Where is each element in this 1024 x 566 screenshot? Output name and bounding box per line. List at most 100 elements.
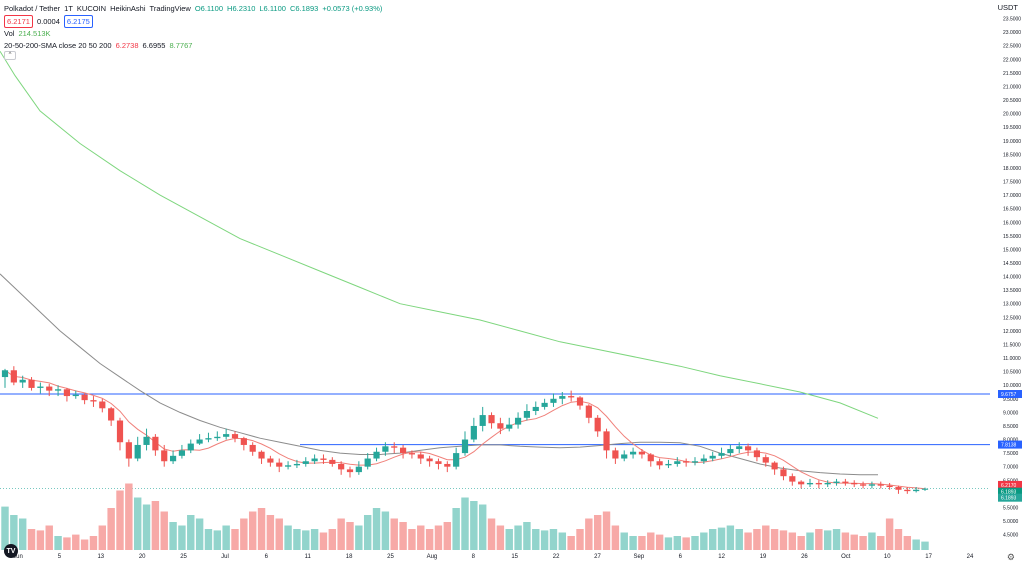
time-tick-label: 20 <box>139 554 146 560</box>
volume-bar <box>337 518 345 550</box>
price-tick-label: 8.5000 <box>1003 424 1019 430</box>
volume-bar <box>779 530 788 550</box>
candle-body <box>28 379 35 388</box>
candlesticks <box>1 366 929 494</box>
volume-bar <box>576 529 584 550</box>
bid-ask-row: 6.2171 0.0004 6.2175 <box>4 14 382 28</box>
volume-bar <box>717 527 726 550</box>
price-tick-label: 9.0000 <box>1003 410 1019 416</box>
price-tick-label: 15.0000 <box>1003 247 1021 253</box>
time-tick-label: Oct <box>841 554 851 560</box>
settings-gear-icon[interactable]: ⚙ <box>1006 552 1015 562</box>
candle-body <box>178 450 186 456</box>
last-label: 6.1893 <box>1001 490 1017 496</box>
price-tick-label: 13.0000 <box>1003 302 1021 308</box>
sma20-value: 6.2738 <box>115 40 139 50</box>
candle-body <box>284 465 292 467</box>
candle-body <box>753 450 761 458</box>
time-tick-label: 6 <box>265 554 269 560</box>
volume-bar <box>903 536 912 550</box>
candle-body <box>99 401 106 409</box>
price-axis[interactable]: 4.50005.00005.50006.00006.50007.00007.50… <box>998 17 1022 539</box>
candle-body <box>46 386 53 391</box>
candle-body <box>240 438 247 445</box>
volume-bar <box>45 525 53 550</box>
candle-body <box>550 398 557 403</box>
volume-bar <box>496 525 505 550</box>
ohlc-close: C6.1893 <box>289 4 319 13</box>
candle-body <box>161 450 168 462</box>
volume-bar <box>682 537 690 550</box>
candle-body <box>559 396 566 399</box>
volume-bar <box>691 536 699 550</box>
volume-bar <box>293 529 301 550</box>
time-tick-label: 15 <box>511 554 518 560</box>
symbol-title[interactable]: Polkadot / Tether <box>4 4 61 13</box>
candle-body <box>19 379 26 383</box>
price-tick-label: 22.5000 <box>1003 44 1021 50</box>
candle-body <box>408 453 416 455</box>
currency-label[interactable]: USDT <box>997 3 1018 12</box>
volume-bar <box>355 525 363 550</box>
price-tick-label: 5.0000 <box>1003 519 1019 525</box>
volume-title: Vol <box>4 29 15 38</box>
symbol-row: Polkadot / Tether 1T KUCOIN HeikinAshi T… <box>4 3 382 15</box>
candle-body <box>426 458 433 462</box>
candle-body <box>842 481 849 483</box>
volume-bar <box>346 522 354 550</box>
volume-bar <box>116 490 124 550</box>
volume-legend[interactable]: Vol 214.513K <box>4 28 382 40</box>
candle-body <box>196 439 203 444</box>
volume-bar <box>567 536 575 550</box>
candle-body <box>886 485 893 488</box>
volume-bar <box>514 525 522 550</box>
volume-bar <box>169 522 177 550</box>
hline-8-label-box <box>998 440 1022 449</box>
volume-bar <box>125 483 133 550</box>
sma-legend[interactable]: 20-50-200-SMA close 20 50 200 6.2738 6.6… <box>4 40 382 52</box>
candle-body <box>90 400 97 402</box>
price-tick-label: 13.5000 <box>1003 288 1021 294</box>
candle-body <box>373 451 380 459</box>
candle-body <box>523 411 531 418</box>
time-tick-label: 26 <box>801 554 808 560</box>
sma50-line <box>0 273 878 476</box>
collapse-legend-button[interactable]: ^ <box>4 51 16 60</box>
volume-bar <box>390 518 398 550</box>
sma50-value: 6.6955 <box>142 40 166 50</box>
sell-button[interactable]: 6.2171 <box>4 14 33 28</box>
volume-bar <box>885 518 894 550</box>
candle-body <box>125 442 132 459</box>
candle-body <box>214 436 221 439</box>
volume-bar <box>744 532 752 550</box>
tradingview-logo-icon[interactable]: TV <box>4 544 18 558</box>
time-tick-label: 25 <box>387 554 394 560</box>
candle-body <box>267 458 274 463</box>
time-axis[interactable]: Jun 5 13 20 25 Jul 6 11 18 25 Aug 8 15 22 27 Sep 6 12 19 26… <box>13 554 974 560</box>
candle-body <box>904 489 911 492</box>
candle-body <box>585 405 592 418</box>
volume-bar <box>585 518 593 550</box>
volume-bar <box>478 504 487 550</box>
hline-8-label: 7.8138 <box>1001 443 1017 449</box>
candle-body <box>921 488 929 490</box>
candle-body <box>514 417 522 425</box>
time-tick-label: 18 <box>346 554 353 560</box>
volume-bar <box>770 529 779 550</box>
volume-bar <box>399 522 407 550</box>
volume-bar <box>708 529 717 550</box>
candle-body <box>665 463 672 466</box>
candle-body <box>833 481 840 483</box>
volume-bar <box>487 518 496 550</box>
volume-bar <box>266 515 275 550</box>
buy-button[interactable]: 6.2175 <box>63 14 93 28</box>
volume-bar <box>204 529 213 550</box>
interval-label[interactable]: 1T <box>64 4 73 13</box>
volume-bar <box>505 529 513 550</box>
volume-bar <box>823 530 832 550</box>
candle-body <box>320 458 327 460</box>
ohlc-change: +0.0573 (+0.93%) <box>322 4 383 13</box>
price-tick-label: 17.5000 <box>1003 180 1021 186</box>
price-tick-label: 14.0000 <box>1003 275 1021 281</box>
